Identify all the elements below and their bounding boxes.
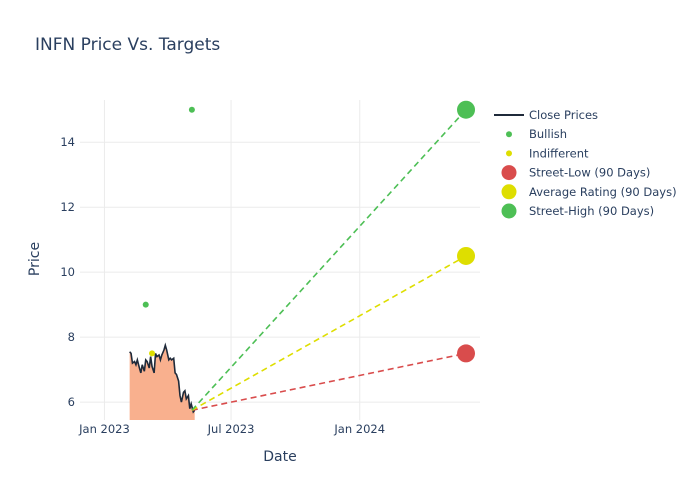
x-tick-label: Jan 2023 (78, 422, 130, 436)
target-marker (457, 246, 476, 265)
legend-circle-swatch (501, 203, 517, 219)
legend-label: Average Rating (90 Days) (529, 185, 677, 199)
legend-label: Street-Low (90 Days) (529, 166, 650, 180)
x-axis-ticks: Jan 2023 Jul 2023 Jan 2024 (78, 422, 385, 436)
legend-label: Close Prices (529, 108, 598, 122)
x-tick-label: Jan 2024 (333, 422, 385, 436)
y-axis-title: Price (27, 242, 43, 276)
close-price-series-line (129, 342, 196, 414)
target-lines (191, 109, 467, 412)
close-price-line (129, 342, 196, 414)
y-tick-label: 12 (60, 200, 75, 214)
y-tick-label: 10 (60, 265, 75, 279)
x-axis-title: Date (263, 449, 296, 465)
y-tick-label: 6 (68, 395, 75, 409)
y-tick-label: 14 (60, 135, 75, 149)
legend-circle-swatch (501, 184, 517, 200)
chart-title: INFN Price Vs. Targets (35, 35, 220, 55)
bullish-point (142, 301, 149, 308)
target-marker (457, 344, 476, 363)
legend-circle-swatch (501, 165, 517, 181)
y-axis-ticks: 6 8 10 12 14 (60, 135, 75, 409)
bullish-point (188, 106, 195, 113)
x-tick-label: Jul 2023 (207, 422, 255, 436)
target-marker (457, 100, 476, 119)
legend-dot-swatch (506, 150, 512, 157)
legend-label: Indifferent (529, 146, 589, 160)
indifferent-point (149, 350, 156, 357)
legend-dot-swatch (506, 131, 512, 138)
legend: Close Prices Bullish Indifferent Street-Low… (494, 108, 677, 219)
target-line (191, 352, 467, 412)
y-tick-label: 8 (68, 330, 75, 344)
target-line (191, 255, 467, 411)
legend-label: Street-High (90 Days) (529, 204, 654, 218)
legend-label: Bullish (529, 127, 567, 141)
markers (142, 100, 476, 363)
target-line (191, 109, 467, 411)
